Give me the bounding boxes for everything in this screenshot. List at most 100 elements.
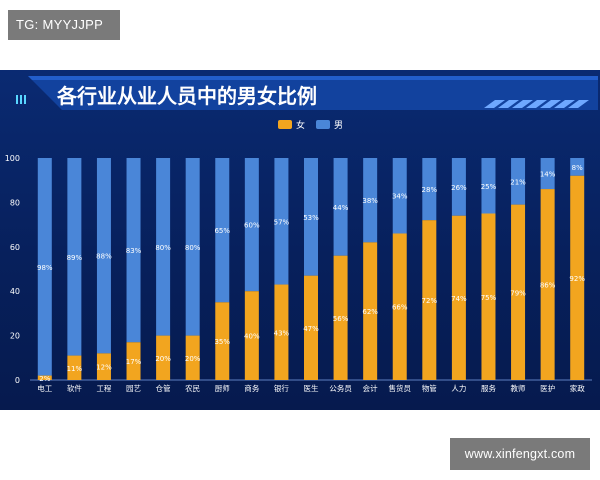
x-tick-label-3: 园艺 (126, 384, 141, 393)
bar-female-12 (392, 233, 407, 380)
x-tick-label-12: 售货员 (388, 383, 411, 393)
bar-male-7 (244, 158, 259, 292)
x-tick-label-11: 会计 (363, 383, 378, 393)
data-label-female-14: 74% (451, 295, 467, 303)
bar-male-12 (392, 158, 407, 234)
chart-svg: 各行业从业人员中的男女比例 女 男 0 20 40 60 80 100 2% 98% 11% 8… (5, 76, 598, 393)
data-label-female-12: 66% (392, 304, 408, 312)
bar-male-5 (185, 158, 200, 336)
bar-female-10 (333, 255, 348, 380)
bar-female-5 (185, 335, 200, 380)
x-tick-label-1: 软件 (67, 383, 82, 393)
bar-female-9 (304, 275, 318, 380)
data-label-male-16: 21% (510, 178, 526, 186)
data-label-male-6: 65% (214, 227, 230, 235)
x-tick-label-18: 家政 (570, 383, 585, 393)
bar-male-11 (363, 158, 378, 243)
bar-female-16 (511, 204, 526, 380)
title-deco-stripes (484, 100, 589, 108)
data-label-male-13: 28% (422, 186, 438, 194)
y-tick-label: 80 (10, 198, 20, 207)
legend-swatch-female (278, 120, 292, 129)
title-band-highlight (28, 76, 598, 80)
data-label-male-15: 25% (481, 183, 497, 191)
bar-female-4 (156, 335, 171, 380)
tg-tag: TG: MYYJJPP (8, 10, 120, 40)
data-label-female-2: 12% (96, 364, 112, 372)
bar-male-9 (304, 158, 318, 276)
data-label-male-8: 57% (274, 218, 290, 226)
data-label-female-10: 56% (333, 315, 349, 323)
legend-label-female: 女 (296, 119, 305, 131)
x-tick-label-8: 银行 (274, 383, 289, 393)
bar-male-13 (422, 158, 437, 221)
data-label-male-4: 80% (155, 244, 171, 252)
bar-male-1 (67, 158, 82, 356)
data-label-male-7: 60% (244, 222, 260, 230)
data-label-male-9: 53% (303, 214, 319, 222)
title-band (28, 76, 598, 110)
bar-female-6 (215, 302, 230, 380)
x-tick-label-5: 农民 (185, 383, 200, 393)
x-tick-label-10: 公务员 (329, 383, 352, 393)
data-label-male-14: 26% (451, 184, 467, 192)
data-label-female-3: 17% (126, 358, 142, 366)
x-tick-label-6: 厨师 (215, 383, 230, 393)
data-label-female-11: 62% (362, 308, 378, 316)
bar-female-3 (126, 342, 141, 380)
y-tick-label: 100 (5, 154, 20, 163)
data-label-male-2: 88% (96, 253, 112, 261)
y-tick-label: 0 (15, 376, 20, 385)
data-label-female-13: 72% (422, 297, 438, 305)
bar-female-7 (244, 291, 259, 380)
bar-male-4 (156, 158, 171, 336)
x-tick-label-7: 商务 (244, 383, 259, 393)
bar-female-15 (481, 213, 496, 380)
data-label-male-1: 89% (67, 254, 83, 262)
bar-female-1 (67, 355, 82, 380)
data-label-male-3: 83% (126, 247, 142, 255)
data-label-female-1: 11% (67, 365, 83, 373)
bar-female-2 (96, 353, 111, 380)
x-tick-label-15: 服务 (481, 383, 496, 393)
y-tick-label: 20 (10, 332, 20, 341)
bar-female-11 (363, 242, 378, 380)
data-label-female-4: 20% (155, 355, 171, 363)
bar-male-16 (511, 158, 526, 205)
data-label-female-17: 86% (540, 282, 556, 290)
x-tick-label-17: 医护 (540, 383, 555, 393)
y-tick-label: 40 (10, 287, 20, 296)
bar-male-15 (481, 158, 496, 214)
data-label-female-5: 20% (185, 355, 201, 363)
bar-female-18 (570, 175, 585, 380)
bar-male-14 (451, 158, 466, 216)
x-tick-label-4: 仓管 (156, 383, 171, 393)
watermark: www.xinfengxt.com (450, 438, 590, 470)
bar-male-2 (96, 158, 111, 354)
data-label-female-6: 35% (214, 338, 230, 346)
x-tick-label-14: 人力 (451, 383, 466, 393)
bar-male-17 (540, 158, 555, 190)
legend-label-male: 男 (334, 120, 343, 131)
y-axis: 0 20 40 60 80 100 (5, 154, 20, 385)
data-label-female-9: 47% (303, 325, 319, 333)
bars-group: 2% 98% 11% 89% 12% 88% 17% 83% 20% 80% 20% 80% 35% 65… (37, 158, 585, 383)
data-label-female-7: 40% (244, 333, 260, 341)
data-label-female-16: 79% (510, 289, 526, 297)
bar-female-8 (274, 284, 289, 380)
legend-swatch-male (316, 120, 330, 129)
data-label-female-15: 75% (481, 294, 497, 302)
bar-male-10 (333, 158, 348, 256)
data-label-male-5: 80% (185, 244, 201, 252)
bar-male-8 (274, 158, 289, 285)
bar-male-6 (215, 158, 230, 303)
x-tick-label-13: 物管 (422, 383, 437, 393)
data-label-male-0: 98% (37, 264, 53, 272)
bar-female-13 (422, 220, 437, 380)
bar-male-0 (37, 158, 52, 376)
title-deco-left-2 (20, 95, 22, 104)
x-tick-label-0: 电工 (37, 383, 52, 393)
bar-female-14 (451, 215, 466, 380)
data-label-male-17: 14% (540, 171, 556, 179)
x-axis: 电工 软件 工程 园艺 仓管 农民 厨师 商务 银行 医生 公务员 会计 售货员 物管 人力 服务 教师 医护 家政 (37, 383, 585, 393)
